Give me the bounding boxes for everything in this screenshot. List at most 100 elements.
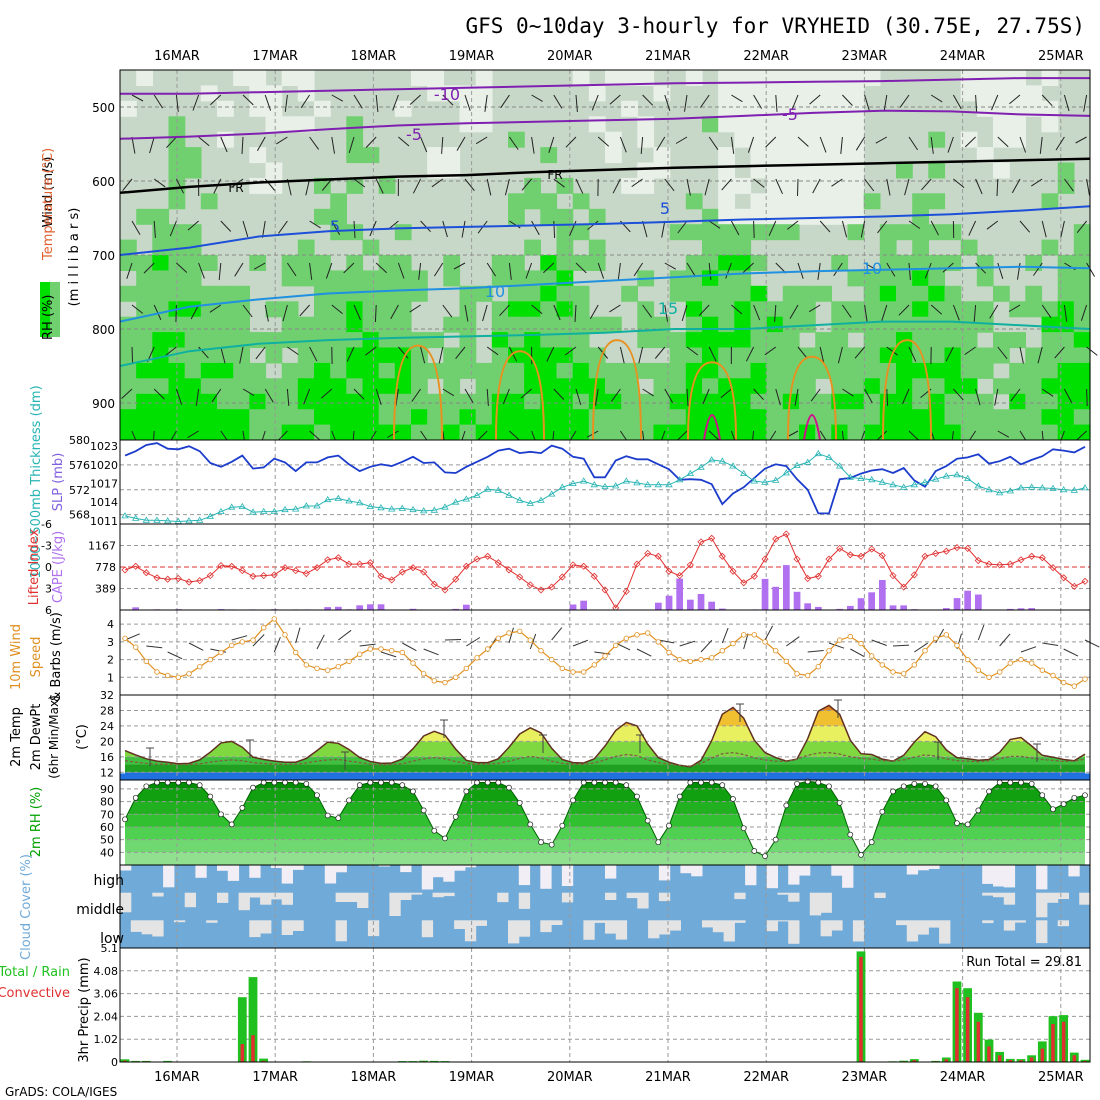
lifted-point xyxy=(1060,574,1068,582)
rh-cell xyxy=(960,424,978,441)
rh-cell xyxy=(847,378,865,395)
rh-cell xyxy=(249,332,267,349)
rh-cell xyxy=(200,255,218,271)
top-day-label: 16MAR xyxy=(154,49,200,64)
wind-barb xyxy=(819,136,827,153)
rh-cell xyxy=(653,424,671,441)
rh-point xyxy=(794,780,800,787)
rh-tick-label: 70 xyxy=(100,808,114,821)
cape-bar xyxy=(943,608,950,610)
lifted-point xyxy=(846,551,854,559)
wind-barb xyxy=(126,262,133,279)
rh-cell xyxy=(734,362,752,379)
rh-cell xyxy=(297,85,315,102)
lifted-point xyxy=(302,569,310,578)
precip-convective-bar xyxy=(987,1046,991,1062)
rh-cell xyxy=(540,208,558,225)
rh-cell xyxy=(540,255,558,271)
precip-convective-bar xyxy=(976,1021,981,1062)
rh-point xyxy=(570,797,576,804)
precip-convective-bar xyxy=(1029,1057,1034,1062)
rh-cell xyxy=(1073,301,1091,318)
wind-barb xyxy=(187,220,199,231)
wind-barb xyxy=(989,304,999,319)
cape-bar xyxy=(356,605,363,610)
lifted-point xyxy=(868,545,876,553)
rh-cell xyxy=(605,409,622,426)
wind-speed-point xyxy=(954,642,960,649)
rh-cell xyxy=(847,224,865,241)
precip-total-bar xyxy=(248,977,258,1062)
rh-cell xyxy=(362,285,380,302)
rh-cell xyxy=(815,409,832,426)
rh-tick-label: 90 xyxy=(100,783,114,796)
wind-barb xyxy=(619,136,627,153)
wind-barb xyxy=(331,94,344,102)
cloud-gap xyxy=(454,865,466,871)
wind-barb xyxy=(392,94,399,111)
wind-barb xyxy=(831,178,843,187)
thickness-point xyxy=(547,490,556,497)
rh-cell xyxy=(1025,424,1043,441)
cloud-gap xyxy=(389,892,401,916)
rh-cell xyxy=(685,362,703,379)
wind-speed-point xyxy=(911,662,917,668)
rh-point xyxy=(282,779,288,786)
rh-cell xyxy=(1041,301,1059,318)
cloud-gap xyxy=(831,920,843,931)
isotherm-line xyxy=(119,109,1091,140)
rh-cell xyxy=(912,239,929,256)
rh-cell xyxy=(378,301,396,318)
wind-barb xyxy=(1032,262,1043,276)
wind-barb xyxy=(686,262,696,277)
wind-barb xyxy=(952,94,962,109)
rh-cell xyxy=(896,393,913,410)
lifted-point xyxy=(1028,552,1036,560)
rh-cell xyxy=(976,393,994,410)
rh-cell xyxy=(378,347,396,364)
bottom-day-label: 24MAR xyxy=(940,1070,986,1085)
wind-speed-point xyxy=(346,658,352,665)
rh-cell xyxy=(766,193,784,210)
wind10m-barb xyxy=(1042,642,1059,646)
cloud-gap xyxy=(227,865,240,881)
wind-barb xyxy=(1086,178,1090,196)
cloud-gap xyxy=(1057,892,1069,899)
rh-point xyxy=(143,783,150,790)
rh-cell xyxy=(136,393,153,410)
wind-barb xyxy=(664,178,675,192)
wind-barb xyxy=(531,94,543,102)
cape-bar xyxy=(569,604,577,610)
rh-cell xyxy=(200,285,218,302)
lifted-point xyxy=(441,586,449,594)
rh-cell xyxy=(200,393,218,410)
rh-cell xyxy=(378,378,396,395)
lifted-tick-label: 6 xyxy=(45,604,52,617)
thickness-point xyxy=(238,502,247,509)
cape-bar xyxy=(367,604,374,610)
rh-cell xyxy=(572,378,590,395)
rh-cell xyxy=(491,409,509,426)
temp-tick-label: 28 xyxy=(100,704,114,717)
rh-cell xyxy=(976,270,994,287)
cape-tick-label: 1167 xyxy=(88,540,116,553)
rh-cell xyxy=(799,100,816,117)
rh-cell xyxy=(976,362,994,379)
wind-barb xyxy=(677,220,688,234)
wind-speed-point xyxy=(847,633,853,640)
rh-cell xyxy=(524,177,541,194)
wind-barb xyxy=(353,304,361,321)
rh-point xyxy=(762,853,768,859)
rh-cell xyxy=(831,100,849,117)
rh-cell xyxy=(750,100,768,117)
wind-speed-point xyxy=(325,667,331,673)
rh-cell xyxy=(314,177,331,194)
wind-speed-point xyxy=(1039,667,1045,673)
rh-cell xyxy=(200,424,218,441)
rh-cell xyxy=(184,147,202,164)
cloud-gap xyxy=(906,920,919,942)
rh-cell xyxy=(605,70,622,86)
rh-cell xyxy=(346,378,364,395)
